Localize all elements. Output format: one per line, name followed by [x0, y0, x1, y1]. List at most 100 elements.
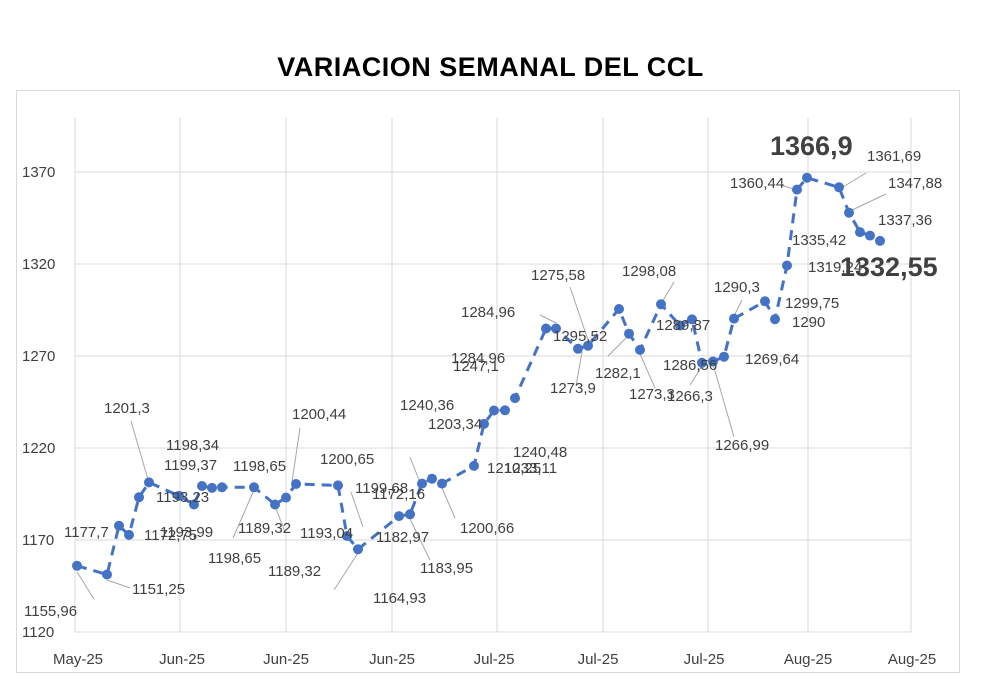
- data-point: [437, 478, 447, 489]
- x-tick-label: Jun-25: [159, 651, 205, 668]
- data-label: 1247,1: [453, 358, 499, 375]
- data-label: 1337,36: [878, 212, 932, 229]
- label-leader-line: [607, 335, 629, 357]
- label-leader-line: [575, 351, 583, 387]
- data-point: [697, 357, 707, 368]
- data-point: [844, 207, 854, 218]
- y-tick-label: 1120: [22, 624, 54, 641]
- data-label: 1289,87: [656, 317, 710, 334]
- data-label: 1198,65: [233, 458, 286, 475]
- data-label: 1200,65: [320, 451, 374, 468]
- data-point: [479, 418, 489, 429]
- data-point: [217, 482, 227, 493]
- data-label: 1299,75: [785, 295, 839, 312]
- x-tick-label: Jul-25: [684, 651, 725, 668]
- data-point: [656, 299, 666, 310]
- data-label: 1189,32: [238, 520, 291, 537]
- x-tick-label: May-25: [53, 651, 103, 668]
- data-point: [281, 492, 291, 503]
- data-point: [792, 184, 802, 195]
- data-point: [489, 405, 499, 416]
- data-point: [687, 314, 697, 325]
- y-tick-label: 1220: [22, 440, 55, 457]
- data-label: 1177,7: [64, 524, 109, 541]
- data-point: [770, 314, 780, 325]
- data-label: 1200,44: [292, 406, 346, 423]
- data-point: [417, 478, 427, 489]
- data-point: [405, 509, 415, 520]
- data-label: 1273,3: [629, 386, 675, 403]
- x-tick-label: Aug-25: [888, 651, 936, 668]
- data-label: 1295,52: [553, 328, 607, 345]
- label-leader-line: [291, 427, 301, 483]
- data-point: [189, 499, 199, 510]
- data-label: 1240,36: [400, 397, 454, 414]
- data-label: 1182,97: [376, 529, 429, 546]
- data-point: [719, 351, 729, 362]
- data-label: 1284,96: [461, 304, 515, 321]
- data-label: 1290,3: [714, 279, 760, 296]
- data-point: [342, 531, 352, 541]
- data-label: 1201,3: [104, 400, 150, 417]
- data-label: 1200,66: [460, 520, 514, 537]
- chart-title: VARIACION SEMANAL DEL CCL: [277, 52, 704, 82]
- data-point: [174, 490, 184, 501]
- data-point: [802, 172, 812, 183]
- data-label: 1172,75: [144, 527, 197, 544]
- data-label: 1266,3: [667, 388, 713, 405]
- data-label: 1290: [792, 314, 825, 331]
- data-point: [114, 520, 124, 531]
- chart-area: [16, 90, 960, 673]
- data-point: [729, 313, 739, 324]
- data-label: 1284,96: [451, 350, 505, 367]
- data-label: 1347,88: [888, 175, 942, 192]
- y-tick-label: 1270: [22, 348, 55, 365]
- data-label: 1189,32: [268, 563, 321, 580]
- data-label: 1273,9: [550, 380, 596, 397]
- label-leader-line: [733, 299, 743, 317]
- data-label: 1164,93: [373, 590, 426, 607]
- data-point: [510, 393, 520, 404]
- data-point: [635, 344, 645, 355]
- data-label: 1172,16: [372, 486, 425, 503]
- data-label: 1319,24: [808, 259, 862, 276]
- label-leader-line: [441, 487, 456, 519]
- data-point: [134, 492, 144, 503]
- data-label: 1282,1: [595, 365, 641, 382]
- label-leader-line: [76, 571, 95, 600]
- data-label: 1198,65: [208, 550, 261, 567]
- label-leader-line: [842, 172, 867, 188]
- data-point: [855, 227, 865, 238]
- label-leader-line: [539, 314, 557, 324]
- label-leader-line: [274, 505, 286, 533]
- data-point: [72, 560, 82, 571]
- data-point: [675, 320, 685, 331]
- label-leader-line: [712, 363, 735, 438]
- data-label: 1203,34: [428, 416, 482, 433]
- data-point: [760, 296, 770, 307]
- data-point: [249, 482, 259, 493]
- data-point: [583, 340, 593, 351]
- label-leader-line: [350, 491, 364, 528]
- x-tick-label: Jun-25: [369, 651, 415, 668]
- label-leader-line: [689, 365, 703, 386]
- data-point: [469, 460, 479, 471]
- data-point: [708, 356, 718, 367]
- data-label: 1335,42: [792, 232, 846, 249]
- x-tick-label: Jul-25: [474, 651, 515, 668]
- data-label: 1199,68: [355, 480, 408, 497]
- data-point: [614, 304, 624, 314]
- data-label: 1193,99: [160, 524, 213, 541]
- data-point: [624, 328, 634, 339]
- data-label: 1183,95: [420, 560, 473, 577]
- data-label: 1193,04: [300, 525, 353, 542]
- label-leader-line: [130, 420, 150, 484]
- data-label: 1361,69: [867, 148, 921, 165]
- label-leader-line: [639, 353, 656, 389]
- data-label: 1210,25: [487, 460, 541, 477]
- y-tick-label: 1370: [22, 164, 55, 181]
- data-point: [394, 511, 404, 522]
- data-point: [102, 569, 112, 580]
- data-point: [782, 260, 792, 271]
